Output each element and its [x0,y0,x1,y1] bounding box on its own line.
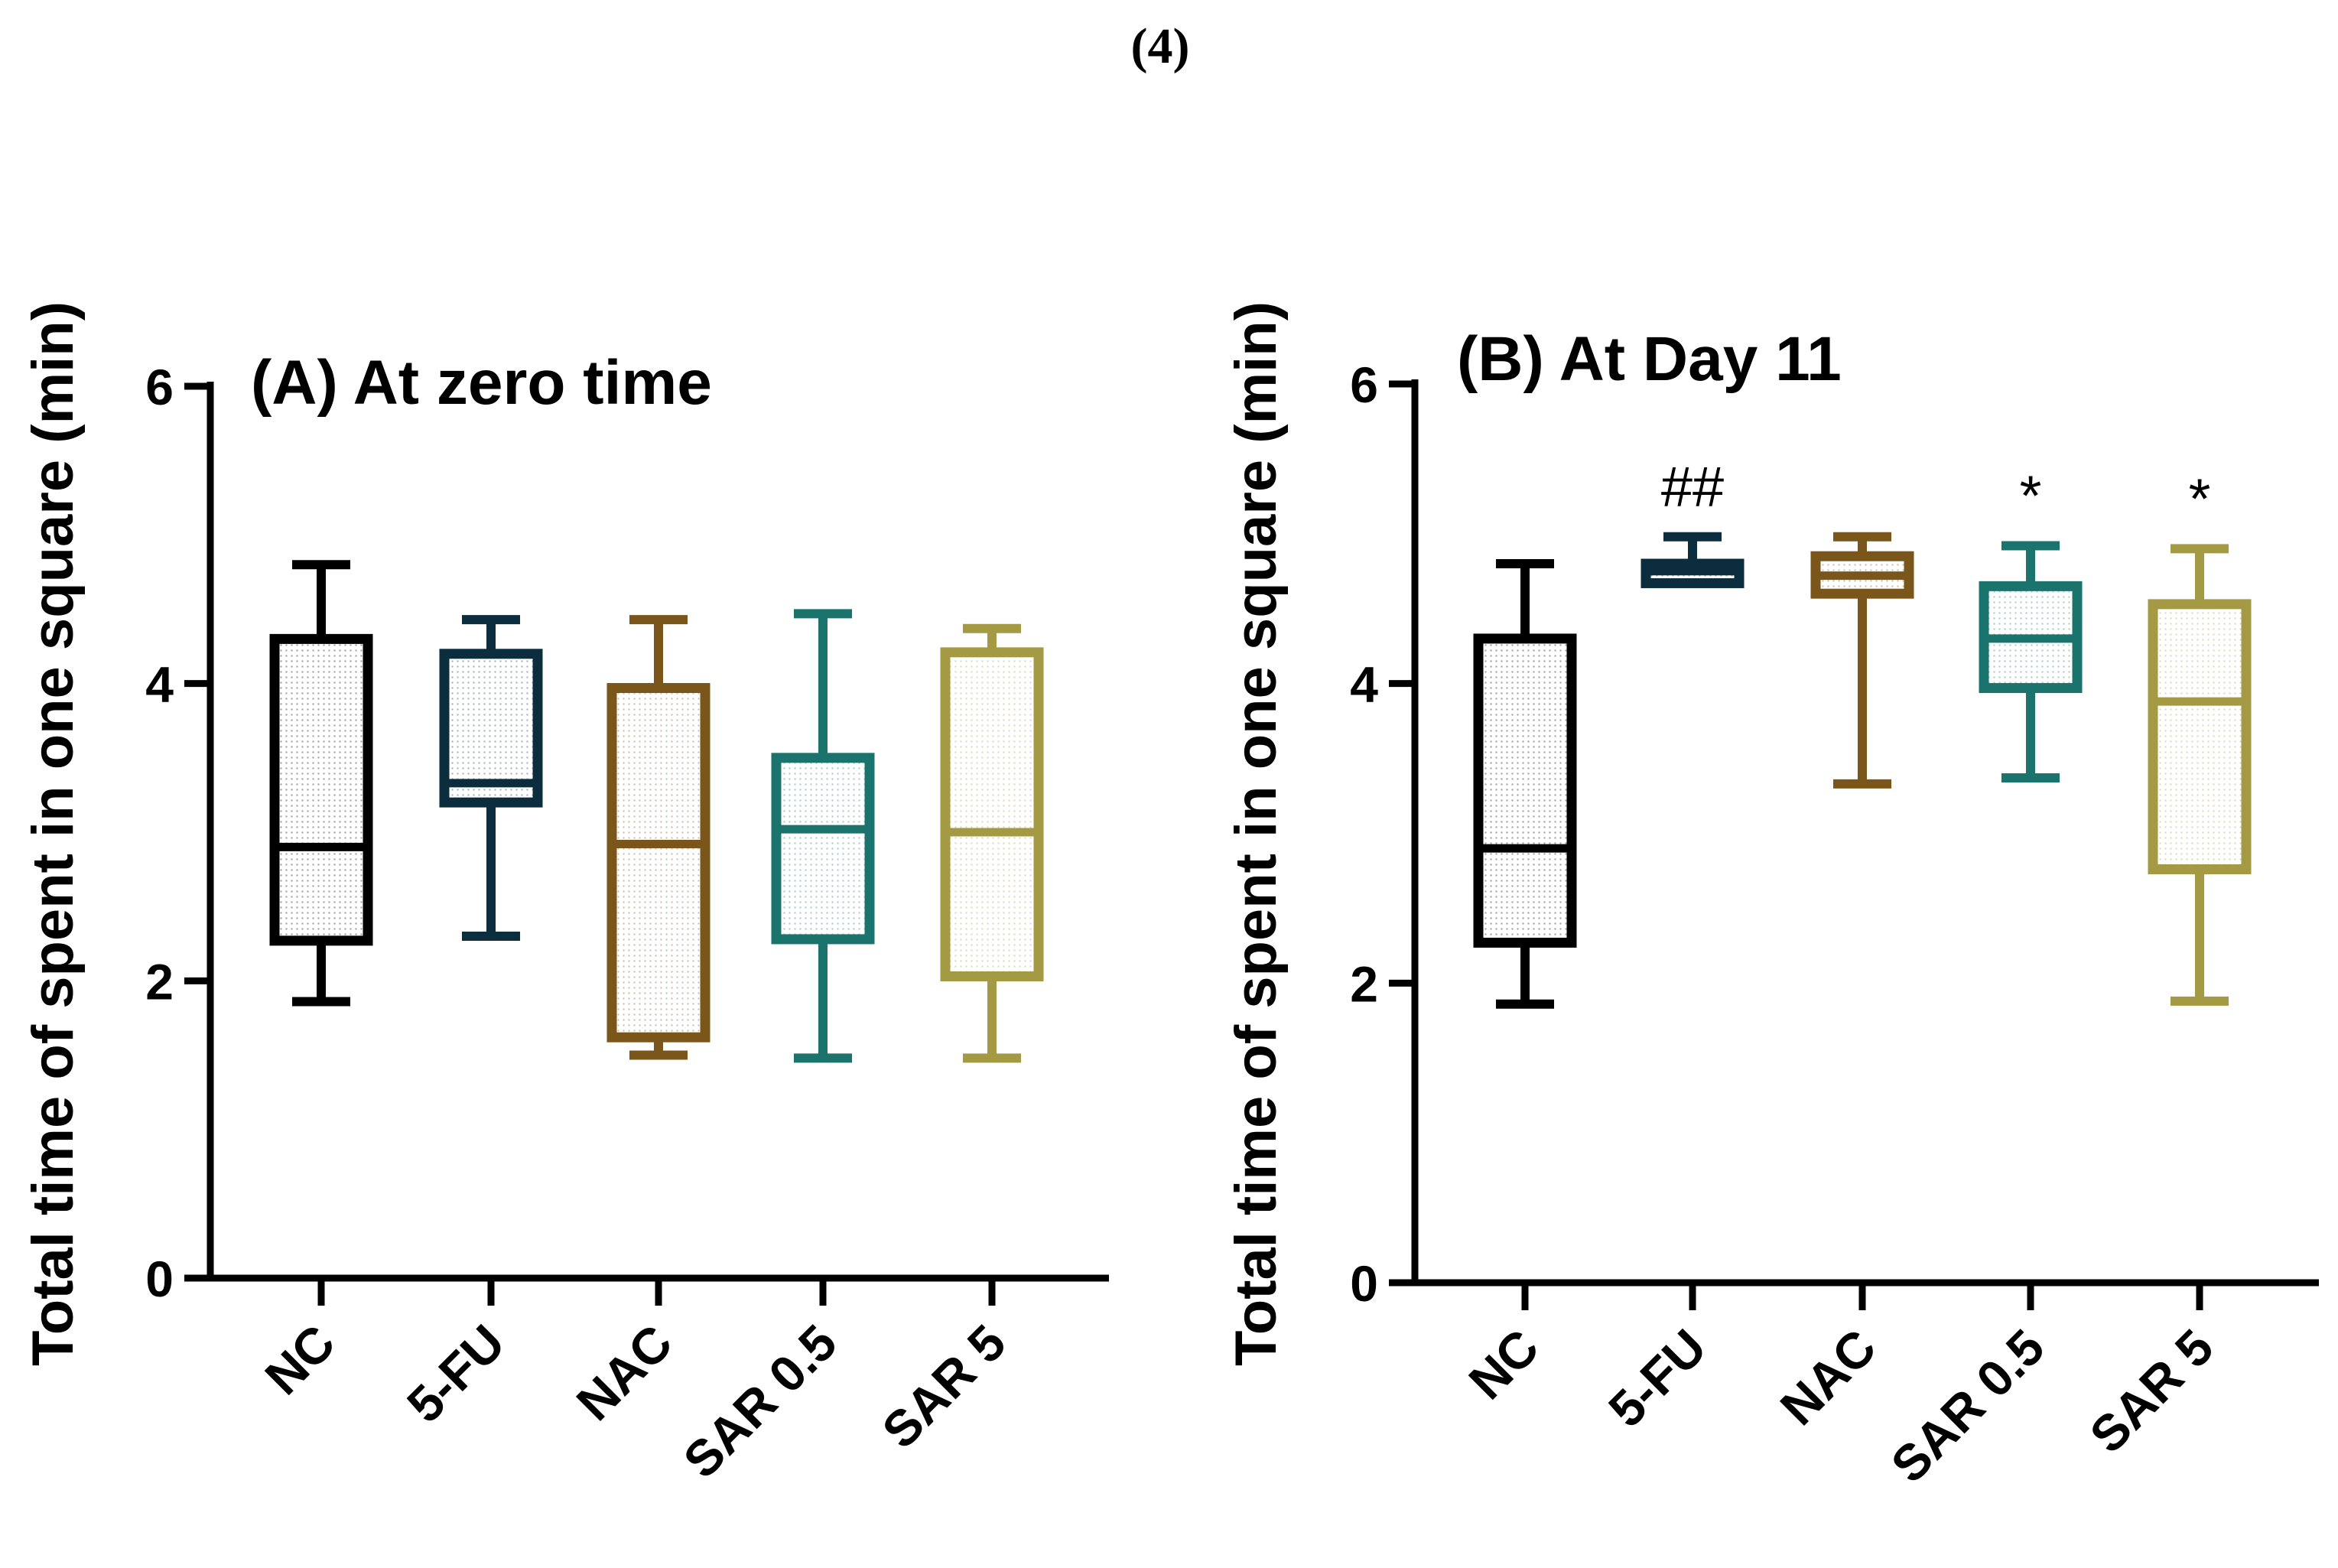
panel-a-y-tick-label-2: 2 [145,953,174,1010]
panel-a-category-label-nac: NAC [565,1314,682,1431]
panel-a-box-rect-5-fu [439,649,543,808]
panel-b-category-label-nc: NC [1458,1319,1549,1410]
panel-a-box-rect-sar-0-5 [771,753,875,945]
panel-b-box-rect-nc [1473,633,1577,948]
panel-a-category-label-sar-0-5: SAR 0.5 [672,1314,847,1489]
panel-a: Total time of spent in one square (min) … [21,301,1109,1488]
panel-b-box-nc [1473,559,1577,1009]
panel-b-box-rect-sar-5 [2148,599,2252,874]
panel-b-y-axis-label: Total time of spent in one square (min) [1224,301,1289,1366]
panel-b-title: (B) At Day 11 [1457,324,1842,394]
panel-b-box-5-fu [1641,532,1745,588]
panel-a-box-nc [269,560,373,1007]
panel-b-annotation-sar-0-5: * [2020,464,2042,528]
panel-b-category-label-sar-0-5: SAR 0.5 [1880,1319,2055,1494]
panel-a-y-tick-label-0: 0 [145,1251,174,1307]
panel-a-category-label-5-fu: 5-FU [396,1314,515,1433]
panel-a-box-sar-5 [940,623,1044,1063]
panel-b-y-tick-label-2: 2 [1350,955,1378,1012]
panel-b-y-tick-label-4: 4 [1350,656,1378,713]
panel-a-y-tick-label-6: 6 [145,359,174,415]
panel-b-box-sar-5 [2148,544,2252,1006]
panel-b-category-label-sar-5: SAR 5 [2079,1319,2224,1464]
figure-label: (4) [1131,18,1190,74]
panel-a-category-label-nc: NC [254,1314,346,1406]
panel-a-box-rect-sar-5 [940,647,1044,982]
panel-a-y-tick-label-4: 4 [145,656,174,713]
panel-b-y-tick-label-0: 0 [1350,1255,1378,1312]
panel-b-category-label-5-fu: 5-FU [1598,1319,1717,1438]
panel-a-box-rect-nac [606,682,711,1043]
panel-a-y-axis-label: Total time of spent in one square (min) [21,301,86,1366]
panel-b-y-tick-label-6: 6 [1350,356,1378,413]
panel-a-title: (A) At zero time [251,348,712,418]
panel-a-box-sar-0-5 [771,609,875,1063]
panel-b-annotation-sar-5: * [2189,467,2211,530]
panel-a-box-rect-nc [269,633,373,946]
panel-b-category-label-nac: NAC [1769,1319,1886,1436]
panel-a-box-nac [606,615,711,1060]
panel-b: Total time of spent in one square (min) … [1224,301,2319,1493]
panel-a-category-label-sar-5: SAR 5 [871,1314,1016,1459]
panel-b-box-nac [1810,532,1914,789]
panel-b-box-sar-0-5 [1979,541,2083,783]
panel-b-annotation-5-fu: ## [1661,455,1724,519]
panel-a-box-5-fu [439,615,543,942]
